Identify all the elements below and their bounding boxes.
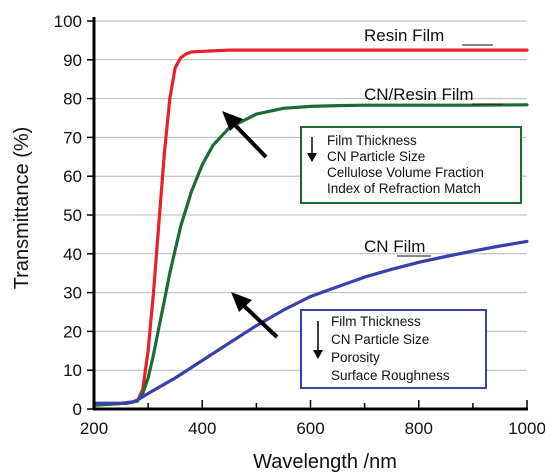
annotation-lower-line-1: Film Thickness [331, 314, 421, 329]
series-line-resin-film [92, 48, 529, 407]
annotation-lower-line-4: Surface Roughness [331, 368, 450, 383]
x-tick-label-600: 600 [296, 419, 324, 438]
annotation-upper-line-2: CN Particle Size [327, 149, 425, 164]
series-label-cn-resin-film: CN/Resin Film [364, 85, 474, 104]
series-line-cn-resin-film [92, 103, 529, 407]
annotation-box-lower: Film Thickness CN Particle Size Porosity… [300, 309, 487, 389]
y-tick-label-20: 20 [63, 322, 82, 341]
down-arrow-icon [307, 137, 317, 162]
x-tick-label-200: 200 [80, 419, 108, 438]
down-arrow-icon [313, 321, 323, 359]
y-tick-label-60: 60 [63, 167, 82, 186]
y-tick-label-50: 50 [63, 206, 82, 225]
arrow-icon-lower [231, 292, 279, 339]
arrow-icon-upper [222, 111, 268, 159]
y-tick-label-70: 70 [63, 128, 82, 147]
y-tick-label-90: 90 [63, 51, 82, 70]
y-tick-label-0: 0 [73, 400, 82, 419]
series-line-cn-film [92, 239, 529, 405]
annotation-border-upper [300, 126, 522, 204]
series-label-resin-film: Resin Film [364, 26, 444, 45]
y-tick-label-100: 100 [54, 12, 82, 31]
y-tick-label-30: 30 [63, 284, 82, 303]
annotation-upper-line-4: Index of Refraction Match [327, 181, 481, 196]
axes [87, 17, 528, 411]
annotation-upper-line-1: Film Thickness [327, 133, 417, 148]
series-label-cn-film: CN Film [364, 237, 425, 256]
series-lines [92, 48, 529, 407]
x-tick-label-800: 800 [405, 419, 433, 438]
x-tick-label-1000: 1000 [508, 419, 545, 438]
annotation-lower-line-3: Porosity [331, 350, 380, 365]
y-tick-label-80: 80 [63, 90, 82, 109]
annotation-lower-line-2: CN Particle Size [331, 332, 429, 347]
x-tick-label-400: 400 [188, 419, 216, 438]
y-tick-label-40: 40 [63, 245, 82, 264]
annotation-upper-line-3: Cellulose Volume Fraction [327, 165, 484, 180]
y-axis-title: Transmittance (%) [11, 127, 33, 290]
x-axis-title: Wavelength /nm [253, 451, 397, 473]
annotation-box-upper: Film Thickness CN Particle Size Cellulos… [300, 126, 522, 204]
annotation-border-lower [300, 309, 487, 389]
tick-labels: 0 10 20 30 40 50 60 70 80 90 100 200 400 600 800 1000 [54, 12, 545, 438]
y-tick-label-10: 10 [63, 361, 82, 380]
